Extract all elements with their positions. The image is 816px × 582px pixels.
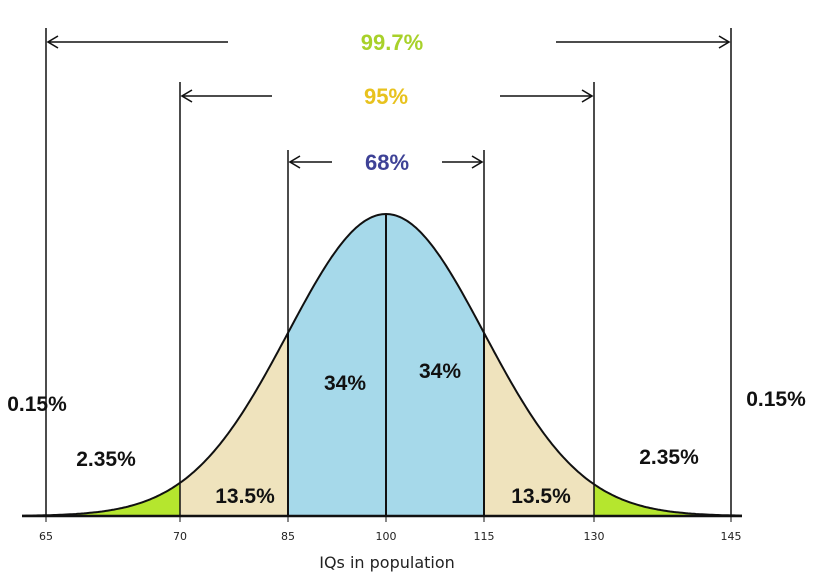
arrowhead-left: [46, 35, 59, 49]
region-label: 34%: [324, 372, 366, 395]
region-130-145: [594, 484, 731, 516]
region-label: 34%: [419, 360, 461, 383]
x-tick-label: 85: [281, 530, 295, 543]
x-tick-label: 145: [721, 530, 742, 543]
arrowhead-left: [180, 89, 193, 103]
region-115-130: [484, 332, 594, 516]
x-tick-label: 65: [39, 530, 53, 543]
region-label: 13.5%: [215, 485, 275, 508]
region-70-85: [180, 332, 288, 516]
region-label: 13.5%: [511, 485, 571, 508]
x-tick-label: 130: [584, 530, 605, 543]
tail-label: 0.15%: [746, 388, 806, 411]
x-tick-label: 100: [376, 530, 397, 543]
band-label-1: 95%: [364, 84, 408, 109]
bell-curve: [22, 212, 742, 517]
arrowhead-left: [288, 155, 301, 169]
band-label-2: 68%: [365, 150, 409, 175]
x-tick-label: 115: [474, 530, 495, 543]
band-label-0: 99.7%: [361, 30, 423, 55]
arrowhead-right: [581, 89, 594, 103]
arrowhead-right: [718, 35, 731, 49]
region-label: 2.35%: [639, 446, 699, 469]
region-65-70: [46, 482, 180, 516]
region-85-100: [288, 214, 386, 516]
tail-label: 0.15%: [7, 393, 67, 416]
x-axis-title: IQs in population: [319, 553, 455, 572]
arrowhead-right: [471, 155, 484, 169]
region-label: 2.35%: [76, 448, 136, 471]
x-tick-label: 70: [173, 530, 187, 543]
